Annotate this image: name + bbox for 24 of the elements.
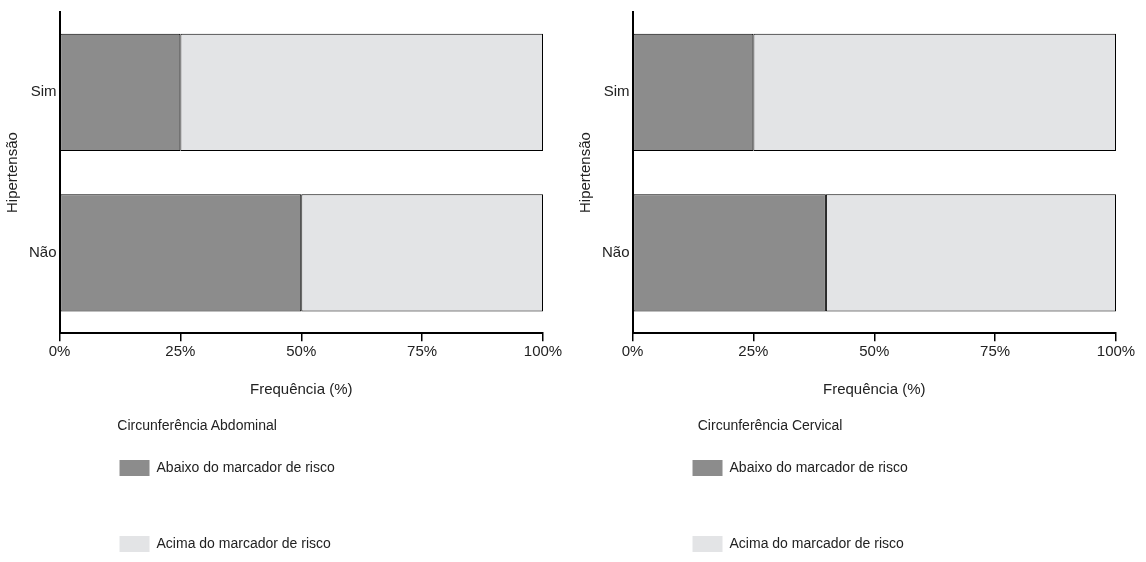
y-tick-label: Não	[601, 243, 630, 261]
y-tick-label: Sim	[603, 82, 630, 100]
x-tick-label: 25%	[165, 342, 196, 360]
x-axis-title: Frequência (%)	[822, 380, 926, 398]
x-tick-label: 50%	[286, 342, 317, 360]
y-tick-label: Não	[28, 243, 57, 261]
legend-label: Acima do marcador de risco	[729, 534, 905, 551]
legend-label: Abaixo do marcador de risco	[156, 458, 335, 475]
x-axis-title: Frequência (%)	[249, 380, 353, 398]
legend-label: Acima do marcador de risco	[156, 534, 332, 551]
y-axis-title: Hipertensão	[3, 132, 21, 214]
legend-title: Circunferência Cervical	[697, 417, 843, 434]
x-tick-label: 50%	[859, 342, 890, 360]
y-tick-label: Sim	[30, 82, 57, 100]
x-tick-label: 100%	[1096, 342, 1136, 360]
x-tick-label: 0%	[48, 342, 71, 360]
y-axis-title: Hipertensão	[576, 132, 594, 214]
x-tick-label: 100%	[523, 342, 563, 360]
x-tick-label: 25%	[738, 342, 769, 360]
x-tick-label: 75%	[407, 342, 438, 360]
x-tick-label: 75%	[980, 342, 1011, 360]
legend-title: Circunferência Abdominal	[117, 417, 277, 434]
x-tick-label: 0%	[621, 342, 644, 360]
legend-label: Abaixo do marcador de risco	[729, 458, 908, 475]
